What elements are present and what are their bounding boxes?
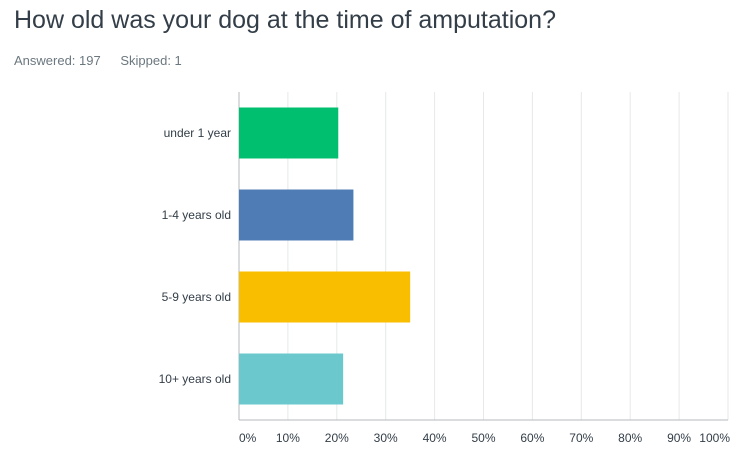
bar bbox=[239, 107, 339, 159]
x-tick-label: 40% bbox=[423, 431, 447, 445]
bars bbox=[239, 107, 411, 405]
answered-count: Answered: 197 bbox=[14, 53, 101, 68]
x-tick-label: 70% bbox=[569, 431, 593, 445]
x-tick-labels: 0% 10% 20% 30% 40% 50% 60% 70% 80% 90% 100% bbox=[239, 431, 730, 445]
category-label: 10+ years old bbox=[159, 372, 231, 386]
category-labels: under 1 year 1-4 years old 5-9 years old 10… bbox=[159, 126, 231, 386]
x-tick-label: 30% bbox=[374, 431, 398, 445]
x-tick-label: 90% bbox=[667, 431, 691, 445]
category-label: 5-9 years old bbox=[162, 290, 231, 304]
response-summary: Answered: 197 Skipped: 1 bbox=[14, 53, 198, 68]
x-tick-label: 20% bbox=[325, 431, 349, 445]
x-tick-label: 0% bbox=[239, 431, 257, 445]
x-tick-label: 60% bbox=[520, 431, 544, 445]
x-tick-label: 80% bbox=[618, 431, 642, 445]
x-tick-label: 50% bbox=[471, 431, 495, 445]
bar bbox=[239, 271, 411, 323]
category-label: 1-4 years old bbox=[162, 208, 231, 222]
bar bbox=[239, 353, 344, 405]
bar bbox=[239, 189, 354, 241]
x-tick-label: 100% bbox=[699, 431, 730, 445]
question-title: How old was your dog at the time of ampu… bbox=[14, 6, 556, 34]
skipped-count: Skipped: 1 bbox=[120, 53, 182, 68]
x-tick-label: 10% bbox=[276, 431, 300, 445]
category-label: under 1 year bbox=[164, 126, 231, 140]
